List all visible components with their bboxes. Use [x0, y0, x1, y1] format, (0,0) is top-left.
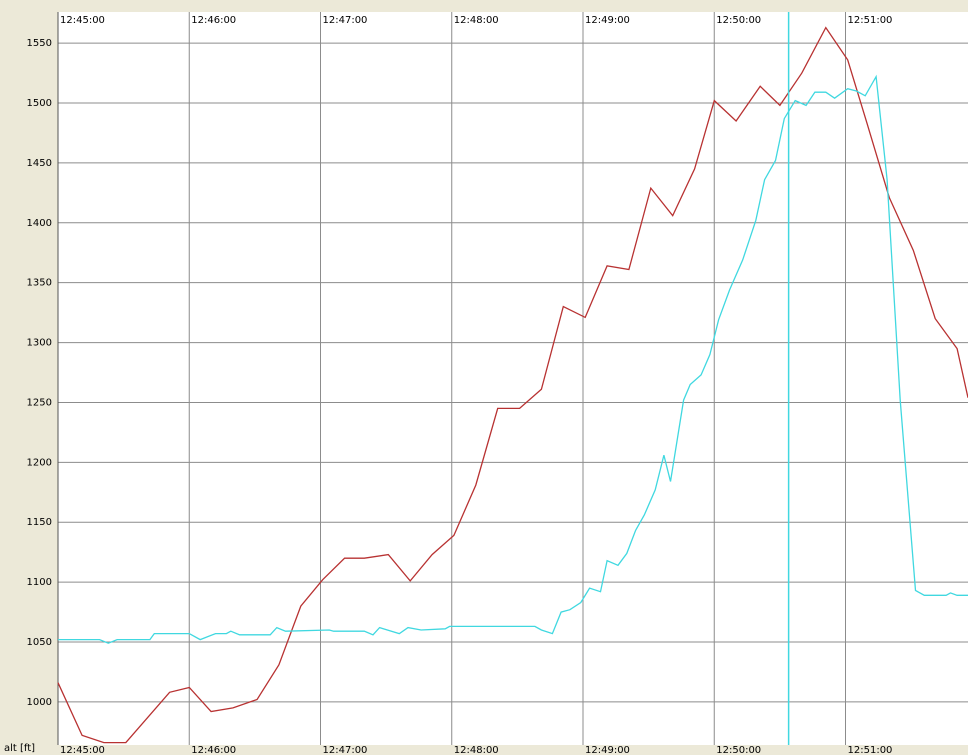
y-tick-label: 1000 — [27, 697, 52, 708]
x-tick-label-top: 12:51:00 — [848, 15, 893, 26]
y-tick-label: 1050 — [27, 637, 52, 648]
x-tick-label-top: 12:49:00 — [585, 15, 630, 26]
x-tick-label-bottom: 12:49:00 — [585, 745, 630, 755]
y-tick-label: 1450 — [27, 158, 52, 169]
y-tick-label: 1100 — [27, 577, 52, 588]
plot-area — [58, 12, 968, 745]
y-tick-label: 1550 — [27, 38, 52, 49]
x-tick-label-top: 12:45:00 — [60, 15, 105, 26]
y-tick-label: 1150 — [27, 517, 52, 528]
x-tick-label-bottom: 12:46:00 — [191, 745, 236, 755]
x-tick-label-bottom: 12:50:00 — [716, 745, 761, 755]
y-tick-label: 1200 — [27, 457, 52, 468]
series-line — [57, 26, 968, 744]
y-tick-label: 1300 — [27, 338, 52, 349]
y-tick-label: 1500 — [27, 98, 52, 109]
y-tick-label: 1250 — [27, 397, 52, 408]
y-axis-label: alt [ft] — [4, 743, 35, 754]
x-tick-label-top: 12:48:00 — [454, 15, 499, 26]
x-tick-label-top: 12:46:00 — [191, 15, 236, 26]
x-tick-label-bottom: 12:48:00 — [454, 745, 499, 755]
series-line — [58, 74, 968, 644]
y-tick-label: 1350 — [27, 278, 52, 289]
x-tick-label-bottom: 12:51:00 — [848, 745, 893, 755]
x-tick-label-top: 12:50:00 — [716, 15, 761, 26]
x-tick-label-bottom: 12:45:00 — [60, 745, 105, 755]
x-tick-label-top: 12:47:00 — [323, 15, 368, 26]
y-tick-label: 1400 — [27, 218, 52, 229]
x-tick-label-bottom: 12:47:00 — [323, 745, 368, 755]
